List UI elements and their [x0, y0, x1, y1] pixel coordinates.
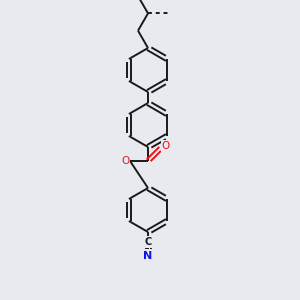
Text: O: O [162, 141, 170, 151]
Text: O: O [121, 156, 129, 166]
Text: N: N [143, 251, 153, 261]
Text: C: C [144, 237, 152, 247]
